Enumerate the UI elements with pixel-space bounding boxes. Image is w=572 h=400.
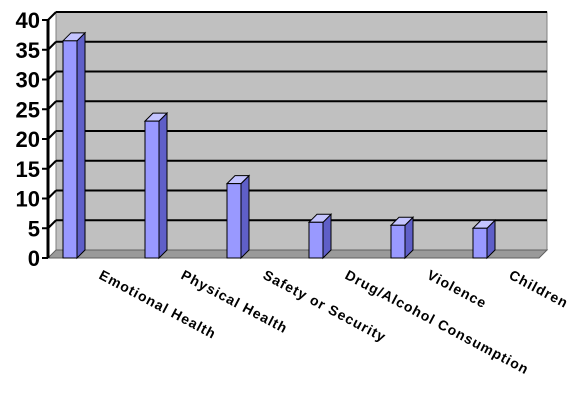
bar (61, 31, 87, 260)
y-axis-ticks: 0 5 10 15 20 25 30 35 40 (16, 8, 48, 271)
bar-front (390, 224, 406, 259)
y-tick-label: 5 (28, 216, 40, 241)
y-tick-label: 35 (16, 38, 40, 63)
x-tick-label: Violence (425, 267, 490, 312)
y-tick-label: 15 (16, 157, 40, 182)
bar-front (144, 120, 160, 259)
gridlines (47, 11, 547, 229)
y-tick-label: 0 (28, 246, 40, 271)
bar (471, 219, 497, 260)
y-tick-label: 40 (16, 8, 40, 33)
y-tick-label: 25 (16, 97, 40, 122)
y-tick-label: 30 (16, 68, 40, 93)
gridline-depth (47, 11, 57, 21)
bar (225, 174, 251, 260)
bar-side (240, 174, 250, 260)
bar-front (62, 40, 78, 259)
bar (389, 216, 415, 260)
y-tick-label: 10 (16, 187, 40, 212)
bars (61, 31, 497, 260)
bar-side (158, 111, 168, 260)
bar-front (226, 183, 242, 259)
y-tick-label: 20 (16, 127, 40, 152)
x-tick-label: Children (507, 267, 572, 312)
bar-front (472, 227, 488, 259)
bar-side (76, 31, 86, 260)
bar (143, 111, 169, 260)
chart-floor (46, 249, 549, 259)
bar-front (308, 221, 324, 259)
bar (307, 213, 333, 260)
